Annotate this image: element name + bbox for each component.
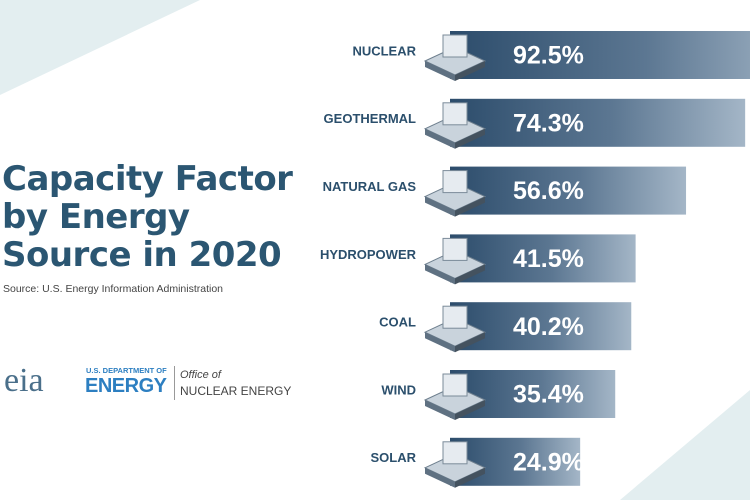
- icon-side: [425, 196, 455, 217]
- corner-decoration: [620, 390, 750, 500]
- bar: [450, 370, 616, 418]
- icon-structure: [442, 441, 468, 465]
- value-label: 24.9%: [513, 448, 584, 476]
- icon-side: [455, 264, 485, 285]
- chart-title: Capacity Factor by Energy Source in 2020: [2, 159, 293, 275]
- category-label: GEOTHERMAL: [324, 111, 417, 126]
- icon-side: [425, 264, 455, 285]
- icon-side: [425, 128, 455, 149]
- value-label: 74.3%: [513, 109, 584, 137]
- value-label: 40.2%: [513, 313, 584, 341]
- divider: [174, 366, 175, 400]
- logo-doe: ENERGY: [85, 375, 167, 397]
- icon-side: [455, 196, 485, 217]
- category-label: WIND: [381, 382, 416, 397]
- icon-side: [425, 61, 455, 81]
- bars: NUCLEAR 92.5% GEOTHERMAL 74.3% NATURAL GAS 56…: [320, 31, 750, 488]
- bar: [450, 166, 687, 215]
- icon-side: [425, 400, 455, 420]
- icon-side: [455, 332, 485, 353]
- bar: [450, 98, 746, 147]
- icon-side: [455, 61, 485, 81]
- value-label: 56.6%: [513, 177, 584, 205]
- icon-structure: [442, 305, 468, 329]
- icon-side: [455, 467, 485, 488]
- logo-office: Office of: [180, 369, 221, 381]
- icon-structure: [442, 102, 468, 126]
- category-label: HYDROPOWER: [320, 247, 417, 262]
- corner-decoration: [0, 0, 200, 95]
- bar: [450, 302, 632, 351]
- icon-side: [455, 128, 485, 149]
- category-label: SOLAR: [371, 450, 417, 465]
- bar: [450, 234, 636, 283]
- value-label: 41.5%: [513, 245, 584, 273]
- logo-doe-small: U.S. DEPARTMENT OF: [86, 366, 167, 375]
- logo-eia: eia: [4, 362, 44, 399]
- icon-side: [425, 332, 455, 353]
- icon-structure: [442, 34, 468, 58]
- icon-structure: [442, 237, 468, 261]
- icon-structure: [442, 170, 468, 194]
- category-label: COAL: [379, 315, 416, 330]
- value-label: 92.5%: [513, 42, 584, 70]
- category-label: NATURAL GAS: [323, 179, 417, 194]
- category-label: NUCLEAR: [352, 43, 416, 58]
- value-label: 35.4%: [513, 381, 584, 409]
- source: Source: U.S. Energy Information Administ…: [3, 283, 224, 295]
- icon-structure: [442, 373, 468, 397]
- logo-office-name: NUCLEAR ENERGY: [180, 384, 292, 398]
- icon-side: [425, 467, 455, 488]
- bar: [450, 31, 750, 79]
- icon-side: [455, 400, 485, 420]
